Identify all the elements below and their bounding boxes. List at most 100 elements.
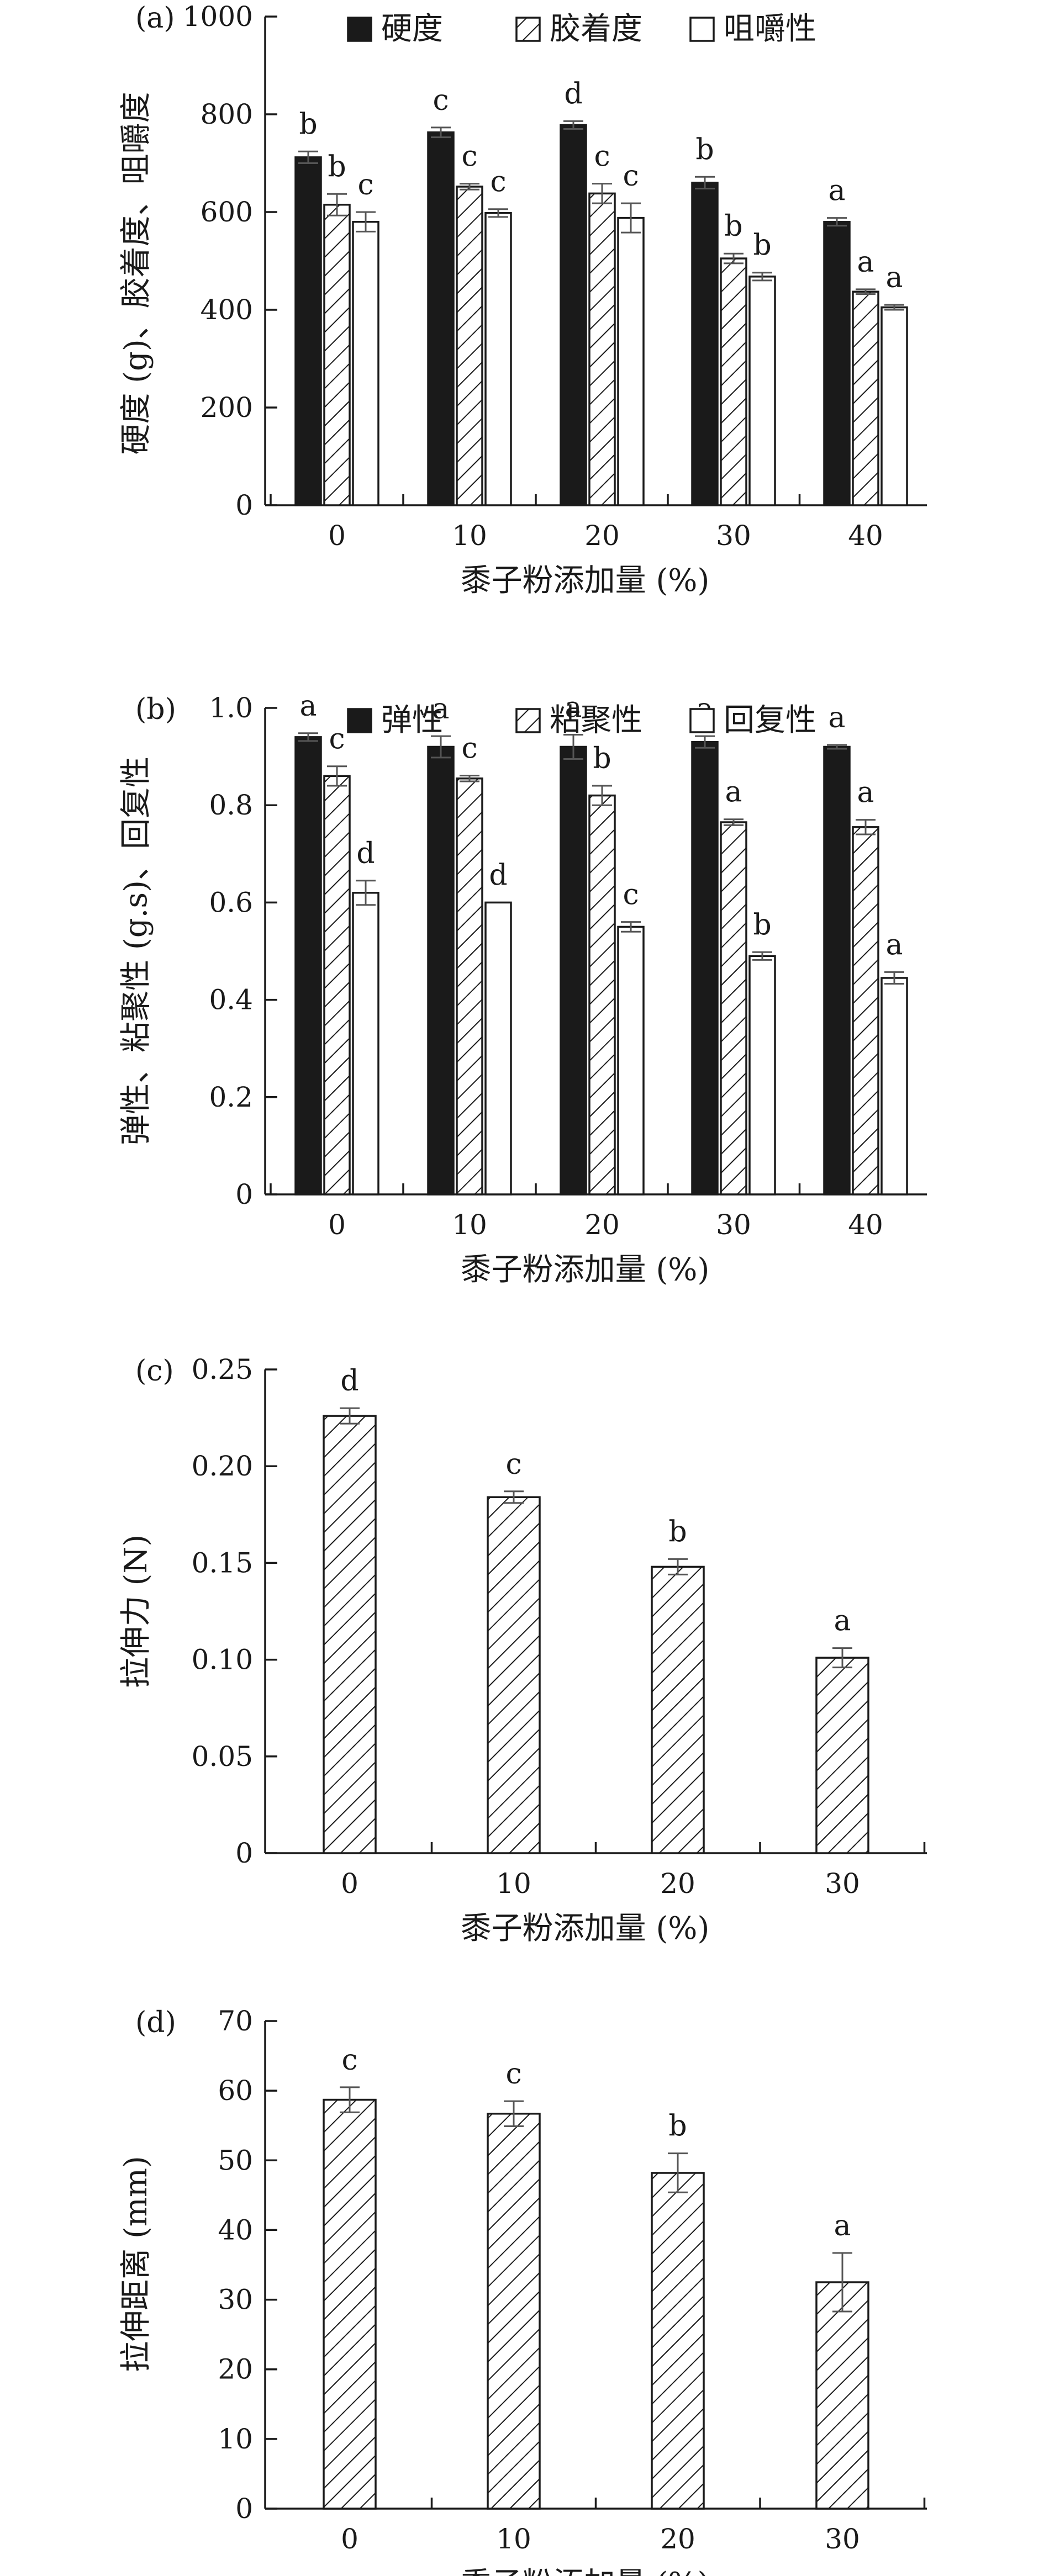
x-tick-label: 20	[660, 1868, 695, 1900]
bar	[323, 2098, 377, 2510]
significance-letter: c	[505, 2057, 521, 2091]
y-tick-label: 10	[218, 2423, 253, 2455]
y-tick-label: 40	[218, 2214, 253, 2246]
y-tick-label: 1.0	[209, 692, 253, 724]
bar	[456, 186, 483, 506]
significance-letter: a	[725, 776, 742, 809]
legend-swatch	[347, 708, 372, 733]
significance-letter: c	[461, 140, 477, 173]
panel-tag: (d)	[135, 2006, 176, 2039]
bar	[323, 775, 351, 1196]
bar	[691, 182, 719, 506]
significance-letter: b	[695, 133, 714, 166]
legend-swatch	[689, 708, 715, 733]
y-tick-label: 0.20	[192, 1450, 253, 1482]
significance-letter: a	[299, 690, 317, 723]
y-tick-label: 0.6	[209, 886, 253, 918]
bar	[651, 2172, 705, 2510]
x-tick-label: 30	[716, 1209, 751, 1241]
y-tick-label: 0.05	[192, 1741, 253, 1773]
legend-label: 硬度	[381, 11, 443, 47]
y-tick-label: 0	[235, 1178, 253, 1210]
legend-label: 胶着度	[550, 11, 642, 47]
bar	[427, 131, 455, 506]
bar	[823, 220, 851, 506]
significance-letter: a	[828, 701, 845, 734]
significance-letter: b	[753, 229, 771, 262]
x-tick-label: 20	[584, 520, 620, 552]
significance-letter: c	[623, 879, 639, 912]
x-tick-label: 0	[328, 1209, 346, 1241]
bar	[617, 925, 645, 1196]
significance-letter: a	[565, 691, 582, 724]
bar	[323, 203, 351, 506]
y-tick-label: 800	[201, 98, 253, 130]
bar	[880, 306, 908, 506]
bar	[484, 212, 512, 506]
y-tick-label: 0	[235, 1837, 253, 1869]
bar	[720, 821, 747, 1196]
x-tick-label: 20	[660, 2523, 695, 2555]
x-axis-title: 黍子粉添加量 (%)	[461, 1252, 710, 1288]
legend-label: 粘聚性	[550, 702, 642, 738]
y-tick-label: 0	[235, 489, 253, 521]
significance-letter: c	[623, 160, 639, 193]
bar	[748, 276, 776, 506]
bar	[720, 257, 747, 506]
bar	[456, 777, 483, 1196]
y-tick-label: 70	[218, 2005, 253, 2037]
y-tick-label: 0.10	[192, 1644, 253, 1676]
bar	[880, 977, 908, 1196]
significance-letter: a	[834, 2209, 851, 2242]
y-tick-label: 0.4	[209, 984, 253, 1016]
y-tick-label: 30	[218, 2284, 253, 2316]
bar	[815, 1657, 869, 1854]
y-tick-label: 50	[218, 2144, 253, 2176]
significance-letter: b	[593, 742, 611, 775]
bar	[651, 1565, 705, 1854]
x-tick-label: 10	[452, 520, 487, 552]
significance-letter: b	[668, 2110, 687, 2143]
bar	[352, 220, 379, 506]
significance-letter: c	[357, 168, 373, 202]
bar	[487, 2113, 541, 2510]
x-tick-label: 30	[825, 1868, 860, 1900]
y-axis-title: 弹性、粘聚性 (g.s)、回复性	[118, 757, 154, 1145]
chart-panel: 0 200 400 600 800 1000 0 10 20 30 40 黍子粉添加量 (%) 硬度 (…	[118, 1, 927, 599]
x-tick-label: 10	[496, 1868, 531, 1900]
significance-letter: c	[490, 166, 506, 199]
x-tick-label: 0	[328, 520, 346, 552]
significance-letter: c	[329, 723, 345, 756]
panel-tag: (c)	[135, 1355, 174, 1388]
chart-panel: 0 0.05 0.10 0.15 0.20 0.25 0 10 20 30 黍子粉添加量 (%) 拉伸…	[118, 1353, 927, 1946]
bar	[748, 955, 776, 1196]
significance-letter: c	[594, 140, 610, 173]
y-tick-label: 0.8	[209, 789, 253, 821]
x-tick-label: 0	[341, 1868, 358, 1900]
chart-panel: 0 0.2 0.4 0.6 0.8 1.0 0 10 20 30 40 黍子粉添加量 (%) 弹性、粘聚…	[118, 690, 927, 1288]
bar	[427, 745, 455, 1196]
significance-letter: a	[857, 246, 874, 279]
x-axis-title: 黍子粉添加量 (%)	[461, 2566, 710, 2576]
y-tick-label: 20	[218, 2353, 253, 2385]
bar	[294, 736, 322, 1196]
legend-label: 弹性	[381, 702, 443, 738]
x-tick-label: 20	[584, 1209, 620, 1241]
y-tick-label: 0.2	[209, 1081, 253, 1113]
significance-letter: c	[461, 732, 477, 765]
x-tick-label: 40	[848, 1209, 883, 1241]
bar	[487, 1496, 541, 1854]
y-tick-label: 400	[201, 294, 253, 326]
significance-letter: a	[885, 928, 903, 961]
legend-swatch	[347, 17, 372, 42]
panel-tag: (b)	[135, 693, 176, 726]
x-axis-title: 黍子粉添加量 (%)	[461, 563, 710, 599]
significance-letter: c	[341, 2044, 357, 2077]
bar	[484, 901, 512, 1196]
x-tick-label: 30	[825, 2523, 860, 2555]
significance-letter: b	[753, 908, 771, 941]
y-tick-label: 1000	[183, 1, 253, 33]
bar	[352, 892, 379, 1196]
chart-panel: 0 10 20 30 40 50 60 70 0 10 20 30 黍子粉添加量 (%) 拉伸距离 (mm…	[118, 2005, 927, 2576]
legend-label: 咀嚼性	[724, 11, 816, 47]
